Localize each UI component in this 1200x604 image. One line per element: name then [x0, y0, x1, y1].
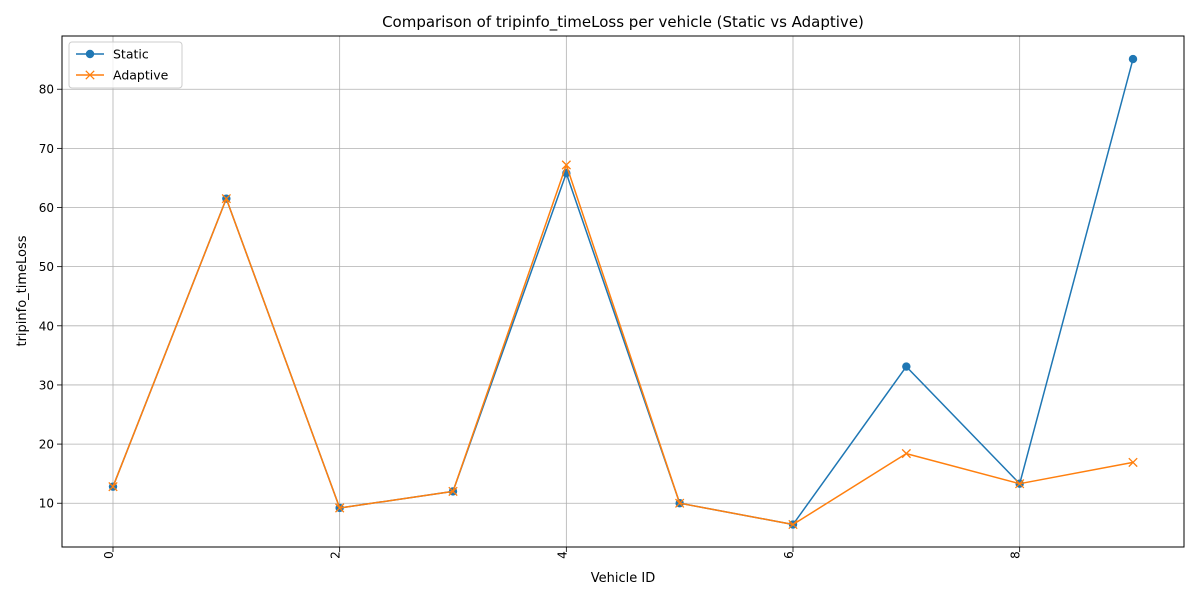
legend-label-static: Static — [113, 47, 149, 62]
y-tick-label: 60 — [39, 201, 54, 215]
series-adaptive — [108, 160, 1138, 530]
x-tick-label: 0 — [102, 551, 116, 559]
y-tick-label: 40 — [39, 319, 54, 333]
series-group — [108, 54, 1138, 530]
grid — [62, 36, 1184, 547]
y-tick-label: 20 — [39, 438, 54, 452]
x-tick-label: 8 — [1009, 551, 1023, 559]
data-point-adaptive — [108, 482, 118, 492]
y-tick-label: 50 — [39, 260, 54, 274]
x-tick-label: 4 — [555, 551, 569, 559]
data-point-adaptive — [448, 486, 458, 497]
data-point-adaptive — [788, 519, 798, 530]
data-point-adaptive — [561, 160, 571, 170]
y-axis: 10 20 30 40 50 60 70 80 — [39, 83, 62, 511]
data-point-adaptive — [901, 448, 911, 459]
y-axis-label: tripinfo_timeLoss — [15, 235, 30, 346]
y-tick-label: 80 — [39, 83, 54, 97]
data-point-adaptive — [1015, 479, 1025, 489]
series-line-adaptive — [112, 164, 1134, 526]
data-point-adaptive — [675, 498, 685, 508]
x-axis: 0 2 4 6 8 — [102, 547, 1023, 559]
plot-frame — [61, 35, 1185, 548]
chart-title: Comparison of tripinfo_timeLoss per vehi… — [382, 13, 864, 32]
y-tick-label: 70 — [39, 142, 54, 156]
legend-label-adaptive: Adaptive — [113, 68, 169, 83]
y-tick-label: 10 — [39, 497, 54, 511]
data-point-adaptive — [1128, 457, 1138, 468]
x-tick-label: 2 — [329, 551, 343, 559]
legend-marker-adaptive — [85, 70, 95, 80]
x-axis-label: Vehicle ID — [591, 571, 655, 586]
data-point-static — [902, 362, 911, 371]
legend: Static Adaptive — [68, 41, 183, 89]
data-point-adaptive — [221, 193, 231, 204]
y-tick-label: 30 — [39, 378, 54, 392]
legend-marker-static — [85, 49, 95, 59]
x-tick-label: 6 — [782, 551, 796, 559]
data-point-static — [1128, 54, 1138, 64]
data-point-adaptive — [335, 503, 345, 513]
